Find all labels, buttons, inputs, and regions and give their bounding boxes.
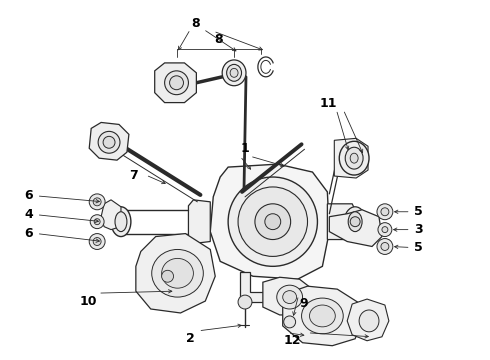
Text: 6: 6 <box>24 189 33 202</box>
Ellipse shape <box>348 212 362 231</box>
Text: 2: 2 <box>186 332 195 345</box>
Ellipse shape <box>350 153 358 163</box>
Ellipse shape <box>170 76 183 90</box>
Circle shape <box>255 204 291 239</box>
Ellipse shape <box>345 147 363 169</box>
Circle shape <box>381 243 389 251</box>
Polygon shape <box>263 277 313 315</box>
Text: 6: 6 <box>24 227 33 240</box>
Text: 11: 11 <box>319 97 337 110</box>
Ellipse shape <box>98 131 120 153</box>
Polygon shape <box>329 210 382 247</box>
Ellipse shape <box>227 64 242 81</box>
Polygon shape <box>347 299 389 341</box>
Circle shape <box>162 270 173 282</box>
Polygon shape <box>136 234 215 313</box>
Ellipse shape <box>111 207 131 237</box>
Ellipse shape <box>162 258 194 288</box>
Text: 7: 7 <box>129 168 138 181</box>
Text: 8: 8 <box>191 17 200 30</box>
Circle shape <box>284 316 295 328</box>
Ellipse shape <box>344 207 366 237</box>
Text: 9: 9 <box>299 297 308 310</box>
Text: 5: 5 <box>414 205 423 218</box>
Circle shape <box>90 215 104 229</box>
Text: 3: 3 <box>415 223 423 236</box>
Text: 5: 5 <box>414 241 423 254</box>
Circle shape <box>350 217 360 227</box>
Circle shape <box>378 223 392 237</box>
Circle shape <box>377 239 393 255</box>
Ellipse shape <box>103 136 115 148</box>
Circle shape <box>94 219 100 225</box>
Text: 8: 8 <box>214 33 222 46</box>
Text: 10: 10 <box>79 294 97 307</box>
Circle shape <box>265 214 281 230</box>
Circle shape <box>238 295 252 309</box>
Circle shape <box>228 177 318 266</box>
Ellipse shape <box>359 310 379 332</box>
Ellipse shape <box>152 249 203 297</box>
Ellipse shape <box>230 68 238 77</box>
Polygon shape <box>283 286 362 346</box>
Circle shape <box>93 198 101 206</box>
Text: 4: 4 <box>24 208 33 221</box>
Text: 1: 1 <box>241 142 249 155</box>
Ellipse shape <box>222 60 246 86</box>
Circle shape <box>377 204 393 220</box>
Polygon shape <box>101 200 121 230</box>
Polygon shape <box>240 272 265 302</box>
Circle shape <box>381 208 389 216</box>
Circle shape <box>89 194 105 210</box>
Polygon shape <box>210 164 329 279</box>
Ellipse shape <box>277 285 302 309</box>
Polygon shape <box>334 138 368 178</box>
Circle shape <box>89 234 105 249</box>
Circle shape <box>238 187 308 256</box>
Circle shape <box>382 227 388 233</box>
Ellipse shape <box>310 305 335 327</box>
Ellipse shape <box>165 71 189 95</box>
Ellipse shape <box>283 291 296 303</box>
Ellipse shape <box>301 298 343 334</box>
Polygon shape <box>89 122 129 160</box>
Polygon shape <box>327 204 355 239</box>
Ellipse shape <box>115 212 127 231</box>
Text: 12: 12 <box>284 334 301 347</box>
Polygon shape <box>155 63 196 103</box>
Ellipse shape <box>339 141 369 175</box>
Polygon shape <box>189 200 210 243</box>
Circle shape <box>93 238 101 246</box>
